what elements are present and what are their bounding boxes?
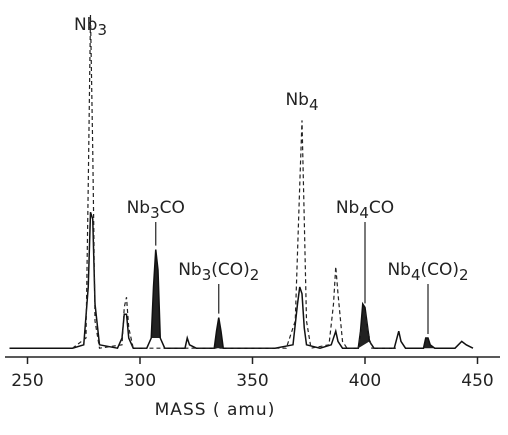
trace xyxy=(9,211,474,350)
peak-label: Nb3(CO)2 xyxy=(178,260,259,284)
x-tick-label: 300 xyxy=(124,371,156,391)
peak-label: Nb3 xyxy=(74,15,107,39)
peak-label: Nb4 xyxy=(285,90,318,114)
x-tick-label: 350 xyxy=(236,371,268,391)
filled-peak xyxy=(358,304,370,349)
peak-label: Nb4CO xyxy=(336,198,394,222)
x-tick-label: 250 xyxy=(11,371,43,391)
x-tick-label: 450 xyxy=(461,371,493,391)
trace xyxy=(72,14,399,349)
filled-peak xyxy=(214,317,224,349)
x-tick-label: 400 xyxy=(349,371,381,391)
peak-label: Nb4(CO)2 xyxy=(387,260,468,284)
peak-label: Nb3CO xyxy=(127,198,185,222)
x-axis-title: MASS ( amu) xyxy=(155,400,276,420)
